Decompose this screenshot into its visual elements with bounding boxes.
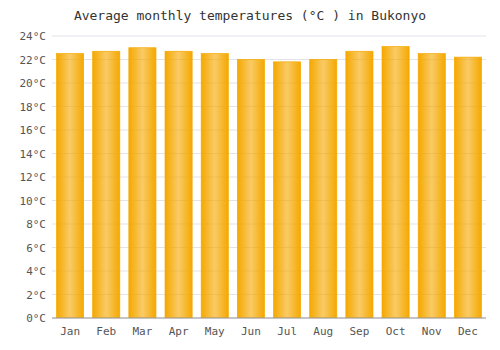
bar bbox=[129, 48, 156, 318]
grid-line bbox=[52, 318, 486, 319]
chart: Average monthly temperatures (°C ) in Bu… bbox=[0, 0, 500, 350]
x-tick-label: Jan bbox=[60, 325, 80, 338]
x-axis-line bbox=[52, 318, 486, 319]
bars bbox=[57, 47, 482, 318]
title: Average monthly temperatures (°C ) in Bu… bbox=[74, 8, 426, 23]
y-tick-label: 14°C bbox=[20, 148, 47, 161]
x-tick-label: Aug bbox=[313, 325, 333, 338]
x-tick-label: Jun bbox=[241, 325, 261, 338]
bar bbox=[382, 47, 409, 318]
y-tick-label: 10°C bbox=[20, 195, 47, 208]
x-tick-label: Apr bbox=[169, 325, 189, 338]
y-tick-label: 18°C bbox=[20, 101, 47, 114]
bar bbox=[165, 51, 192, 318]
y-tick-label: 22°C bbox=[20, 54, 47, 67]
x-tick-label: Sep bbox=[349, 325, 369, 338]
bar bbox=[418, 54, 445, 318]
bar bbox=[274, 62, 301, 318]
x-tick-label: Feb bbox=[96, 325, 116, 338]
y-tick-label: 6°C bbox=[26, 242, 46, 255]
y-tick-label: 24°C bbox=[20, 30, 47, 43]
bar bbox=[57, 54, 84, 318]
x-axis: Jan Feb Mar Apr May Jun Jul Aug Sep Oct Nov Dec bbox=[52, 318, 486, 338]
grid-line bbox=[52, 36, 486, 37]
y-tick-label: 4°C bbox=[26, 265, 46, 278]
bar bbox=[310, 60, 337, 319]
y-tick-label: 8°C bbox=[26, 218, 46, 231]
x-tick-label: Nov bbox=[422, 325, 442, 338]
x-tick-label: Mar bbox=[132, 325, 152, 338]
bar bbox=[93, 51, 120, 318]
bar bbox=[201, 54, 228, 318]
bar bbox=[237, 60, 264, 319]
y-tick-label: 20°C bbox=[20, 77, 47, 90]
bar bbox=[346, 51, 373, 318]
y-tick-label: 0°C bbox=[26, 312, 46, 325]
chart-container: Average monthly temperatures (°C ) in Bu… bbox=[0, 0, 500, 350]
x-tick-label: May bbox=[205, 325, 225, 338]
bar bbox=[454, 57, 481, 318]
x-tick-label: Jul bbox=[277, 325, 297, 338]
y-tick-label: 12°C bbox=[20, 171, 47, 184]
y-tick-label: 16°C bbox=[20, 124, 47, 137]
x-tick-label: Dec bbox=[458, 325, 478, 338]
x-tick-label: Oct bbox=[386, 325, 406, 338]
y-tick-label: 2°C bbox=[26, 289, 46, 302]
y-axis: 0°C 2°C 4°C 6°C 8°C 10°C 12°C 14°C 16°C 18°C 20°C 2… bbox=[20, 30, 487, 325]
